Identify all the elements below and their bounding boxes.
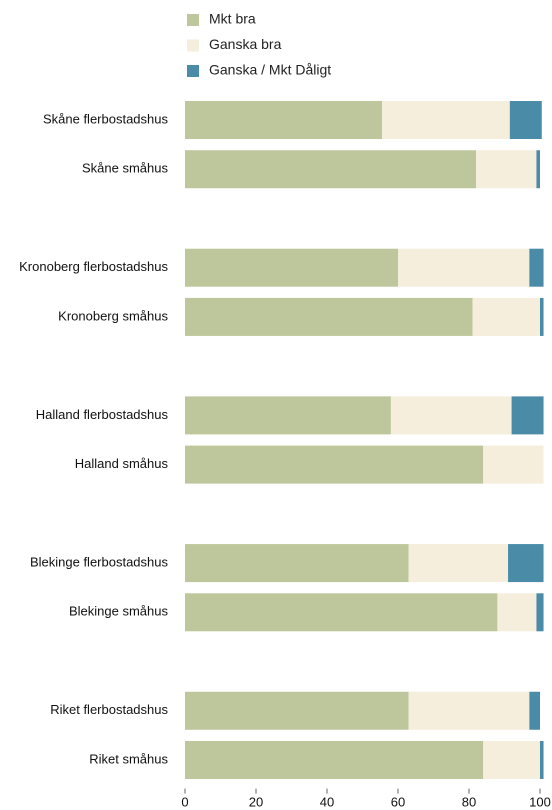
- bar-segment: [185, 297, 473, 336]
- bar-segment: [483, 445, 544, 484]
- bar-segment: [185, 396, 391, 435]
- x-tick-label: 80: [462, 794, 476, 809]
- legend: Mkt bra Ganska bra Ganska / Mkt Dåligt: [187, 11, 331, 78]
- bar-segment: [472, 297, 540, 336]
- y-tick-label: Riket flerbostadshus: [50, 702, 168, 717]
- legend-label: Mkt bra: [209, 11, 256, 27]
- bar-segment: [382, 101, 510, 140]
- bar-segment: [536, 593, 544, 632]
- bar-segment: [185, 445, 484, 484]
- bar-segment: [185, 740, 484, 779]
- bar-segment: [185, 248, 398, 287]
- y-tick-label: Kronoberg småhus: [58, 308, 168, 323]
- bar-segment: [540, 740, 544, 779]
- bar-segment: [511, 396, 544, 435]
- bar-segment: [185, 544, 409, 583]
- bar-segment: [508, 544, 544, 583]
- bar-segment: [185, 691, 409, 730]
- bar-segment: [476, 150, 537, 189]
- y-tick-label: Riket småhus: [89, 751, 168, 766]
- bar-segment: [390, 396, 512, 435]
- y-tick-label: Blekinge småhus: [69, 604, 168, 619]
- bar-segment: [497, 593, 537, 632]
- bar-segment: [185, 101, 383, 140]
- y-tick-label: Halland flerbostadshus: [36, 407, 169, 422]
- legend-swatch: [187, 39, 199, 52]
- bar-segment: [408, 544, 509, 583]
- legend-swatch: [187, 14, 199, 26]
- y-tick-label: Skåne flerbostadshus: [43, 111, 169, 126]
- y-tick-label: Kronoberg flerbostadshus: [19, 259, 168, 274]
- y-tick-label: Blekinge flerbostadshus: [30, 555, 169, 570]
- bar-segment: [536, 150, 540, 189]
- legend-label: Ganska / Mkt Dåligt: [209, 62, 331, 78]
- x-tick-label: 0: [181, 794, 188, 809]
- bar-segment: [483, 740, 540, 779]
- legend-swatch: [187, 65, 199, 77]
- x-tick-label: 20: [249, 794, 263, 809]
- bar-segment: [185, 593, 498, 632]
- bar-segment: [185, 150, 477, 189]
- bar-segment: [408, 691, 530, 730]
- y-tick-label: Skåne småhus: [82, 161, 168, 176]
- bar-segment: [509, 101, 542, 140]
- x-tick-label: 60: [391, 794, 405, 809]
- x-tick-label: 40: [320, 794, 334, 809]
- bar-segment: [540, 297, 544, 336]
- bar-segment: [529, 691, 540, 730]
- bar-segment: [398, 248, 530, 287]
- legend-label: Ganska bra: [209, 36, 282, 52]
- y-tick-label: Halland småhus: [75, 456, 169, 471]
- bar-segment: [529, 248, 544, 287]
- x-tick-label: 100: [529, 794, 551, 809]
